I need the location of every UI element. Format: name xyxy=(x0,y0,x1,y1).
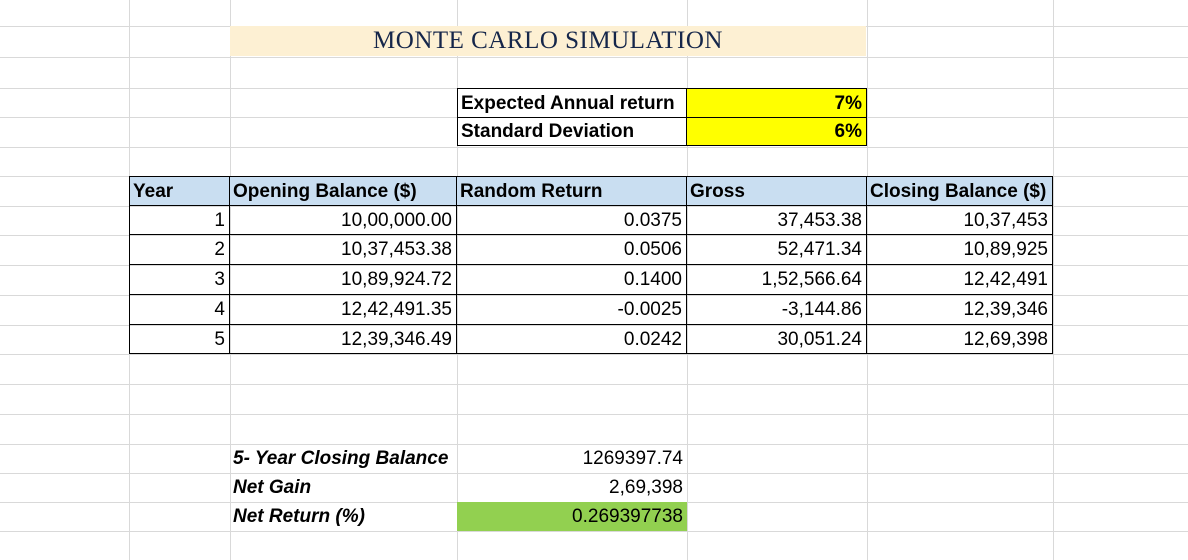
table-cell-opening-balance[interactable]: 10,89,924.72 xyxy=(230,265,457,295)
std-deviation-value[interactable]: 6% xyxy=(687,117,867,146)
header-random-return[interactable]: Random Return xyxy=(457,176,687,206)
table-cell-closing-balance[interactable]: 10,89,925 xyxy=(867,235,1053,265)
table-cell-gross[interactable]: 30,051.24 xyxy=(687,325,867,354)
table-cell-random-return[interactable]: 0.0242 xyxy=(457,325,687,354)
table-cell-random-return[interactable]: 0.0375 xyxy=(457,206,687,235)
table-cell-closing-balance[interactable]: 10,37,453 xyxy=(867,206,1053,235)
expected-return-value[interactable]: 7% xyxy=(687,88,867,117)
net-return-value[interactable]: 0.269397738 xyxy=(457,502,687,531)
header-closing-balance[interactable]: Closing Balance ($) xyxy=(867,176,1053,206)
table-cell-random-return[interactable]: 0.1400 xyxy=(457,265,687,295)
net-gain-value[interactable]: 2,69,398 xyxy=(609,477,683,498)
table-cell-year[interactable]: 1 xyxy=(129,206,230,235)
closing-balance-value[interactable]: 1269397.74 xyxy=(582,448,683,469)
table-cell-year[interactable]: 2 xyxy=(129,235,230,265)
table-cell-gross[interactable]: 1,52,566.64 xyxy=(687,265,867,295)
table-cell-opening-balance[interactable]: 10,37,453.38 xyxy=(230,235,457,265)
table-cell-year[interactable]: 3 xyxy=(129,265,230,295)
table-cell-gross[interactable]: 52,471.34 xyxy=(687,235,867,265)
table-cell-year[interactable]: 4 xyxy=(129,295,230,325)
table-cell-gross[interactable]: -3,144.86 xyxy=(687,295,867,325)
net-gain-label[interactable]: Net Gain xyxy=(233,477,312,498)
table-cell-closing-balance[interactable]: 12,39,346 xyxy=(867,295,1053,325)
table-cell-random-return[interactable]: -0.0025 xyxy=(457,295,687,325)
table-cell-year[interactable]: 5 xyxy=(129,325,230,354)
table-cell-gross[interactable]: 37,453.38 xyxy=(687,206,867,235)
table-cell-opening-balance[interactable]: 12,42,491.35 xyxy=(230,295,457,325)
expected-return-label[interactable]: Expected Annual return xyxy=(457,88,687,117)
header-opening-balance[interactable]: Opening Balance ($) xyxy=(230,176,457,206)
table-cell-closing-balance[interactable]: 12,42,491 xyxy=(867,265,1053,295)
table-cell-random-return[interactable]: 0.0506 xyxy=(457,235,687,265)
sheet-title[interactable]: MONTE CARLO SIMULATION xyxy=(230,26,866,56)
header-year[interactable]: Year xyxy=(129,176,230,206)
net-return-label[interactable]: Net Return (%) xyxy=(233,506,365,527)
table-cell-closing-balance[interactable]: 12,69,398 xyxy=(867,325,1053,354)
table-cell-opening-balance[interactable]: 12,39,346.49 xyxy=(230,325,457,354)
std-deviation-label[interactable]: Standard Deviation xyxy=(457,117,687,146)
closing-balance-label[interactable]: 5- Year Closing Balance xyxy=(233,448,449,469)
table-cell-opening-balance[interactable]: 10,00,000.00 xyxy=(230,206,457,235)
header-gross[interactable]: Gross xyxy=(687,176,867,206)
